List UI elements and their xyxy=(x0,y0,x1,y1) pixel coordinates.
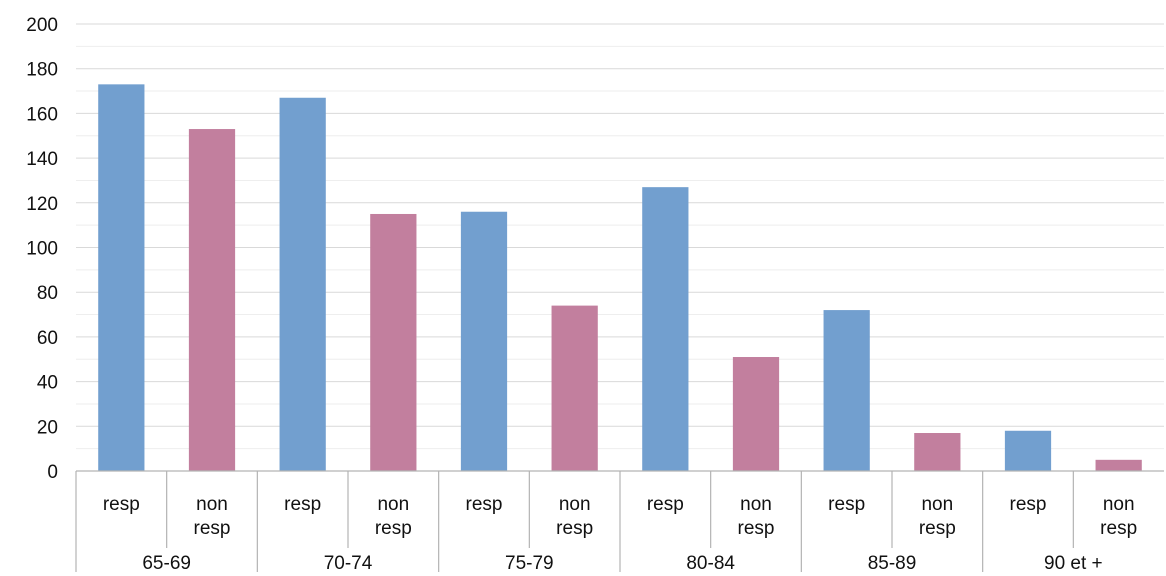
bar-65-69-resp xyxy=(98,84,145,471)
bars xyxy=(98,84,1142,472)
bar-70-74-non-resp xyxy=(370,213,417,471)
x-group-label: 70-74 xyxy=(324,553,373,574)
x-category-label: resp xyxy=(828,494,865,515)
x-category-label: non resp xyxy=(738,494,775,539)
y-tick-label: 200 xyxy=(26,15,58,36)
bar-80-84-non-resp xyxy=(732,357,780,471)
bar-75-79-non-resp xyxy=(551,305,598,471)
y-tick-label: 60 xyxy=(37,328,58,349)
x-category-label: non resp xyxy=(375,494,412,539)
y-tick-label: 20 xyxy=(37,417,58,438)
bar-65-69-non-resp xyxy=(188,129,236,472)
x-category-label: non resp xyxy=(1100,494,1137,539)
x-category-label: non resp xyxy=(194,494,231,539)
x-axis-labels: resp non resp resp non resp resp non resp resp non… xyxy=(103,494,1137,574)
bar-75-79-resp xyxy=(460,211,508,472)
bar-90-et-+-resp xyxy=(1004,430,1052,471)
gridlines xyxy=(76,23,1164,450)
x-group-label: 85-89 xyxy=(868,553,917,574)
y-axis-tick-labels: 0 20 40 60 80 100 120 140 160 180 200 xyxy=(26,15,58,483)
x-category-label: resp xyxy=(1010,494,1047,515)
x-category-label: resp xyxy=(466,494,503,515)
x-category-label: resp xyxy=(284,494,321,515)
y-tick-label: 100 xyxy=(26,239,58,260)
bar-80-84-resp xyxy=(642,187,689,471)
bar-85-89-resp xyxy=(823,310,870,471)
x-category-label: non resp xyxy=(919,494,956,539)
y-tick-label: 80 xyxy=(37,283,58,304)
x-group-label: 90 et + xyxy=(1044,553,1103,574)
x-category-label: resp xyxy=(103,494,140,515)
bar-70-74-resp xyxy=(279,97,326,471)
y-tick-label: 0 xyxy=(47,462,58,483)
bar-85-89-non-resp xyxy=(914,433,961,471)
x-group-label: 80-84 xyxy=(686,553,735,574)
bar-90-et-+-non-resp xyxy=(1095,459,1142,471)
y-tick-label: 180 xyxy=(26,60,58,81)
x-axis xyxy=(75,470,1164,572)
y-tick-label: 120 xyxy=(26,194,58,215)
y-tick-label: 40 xyxy=(37,373,58,394)
y-tick-label: 140 xyxy=(26,149,58,170)
x-group-label: 75-79 xyxy=(505,553,554,574)
x-category-label: resp xyxy=(647,494,684,515)
x-category-label: non resp xyxy=(556,494,593,539)
y-tick-label: 160 xyxy=(26,104,58,125)
x-group-label: 65-69 xyxy=(142,553,191,574)
